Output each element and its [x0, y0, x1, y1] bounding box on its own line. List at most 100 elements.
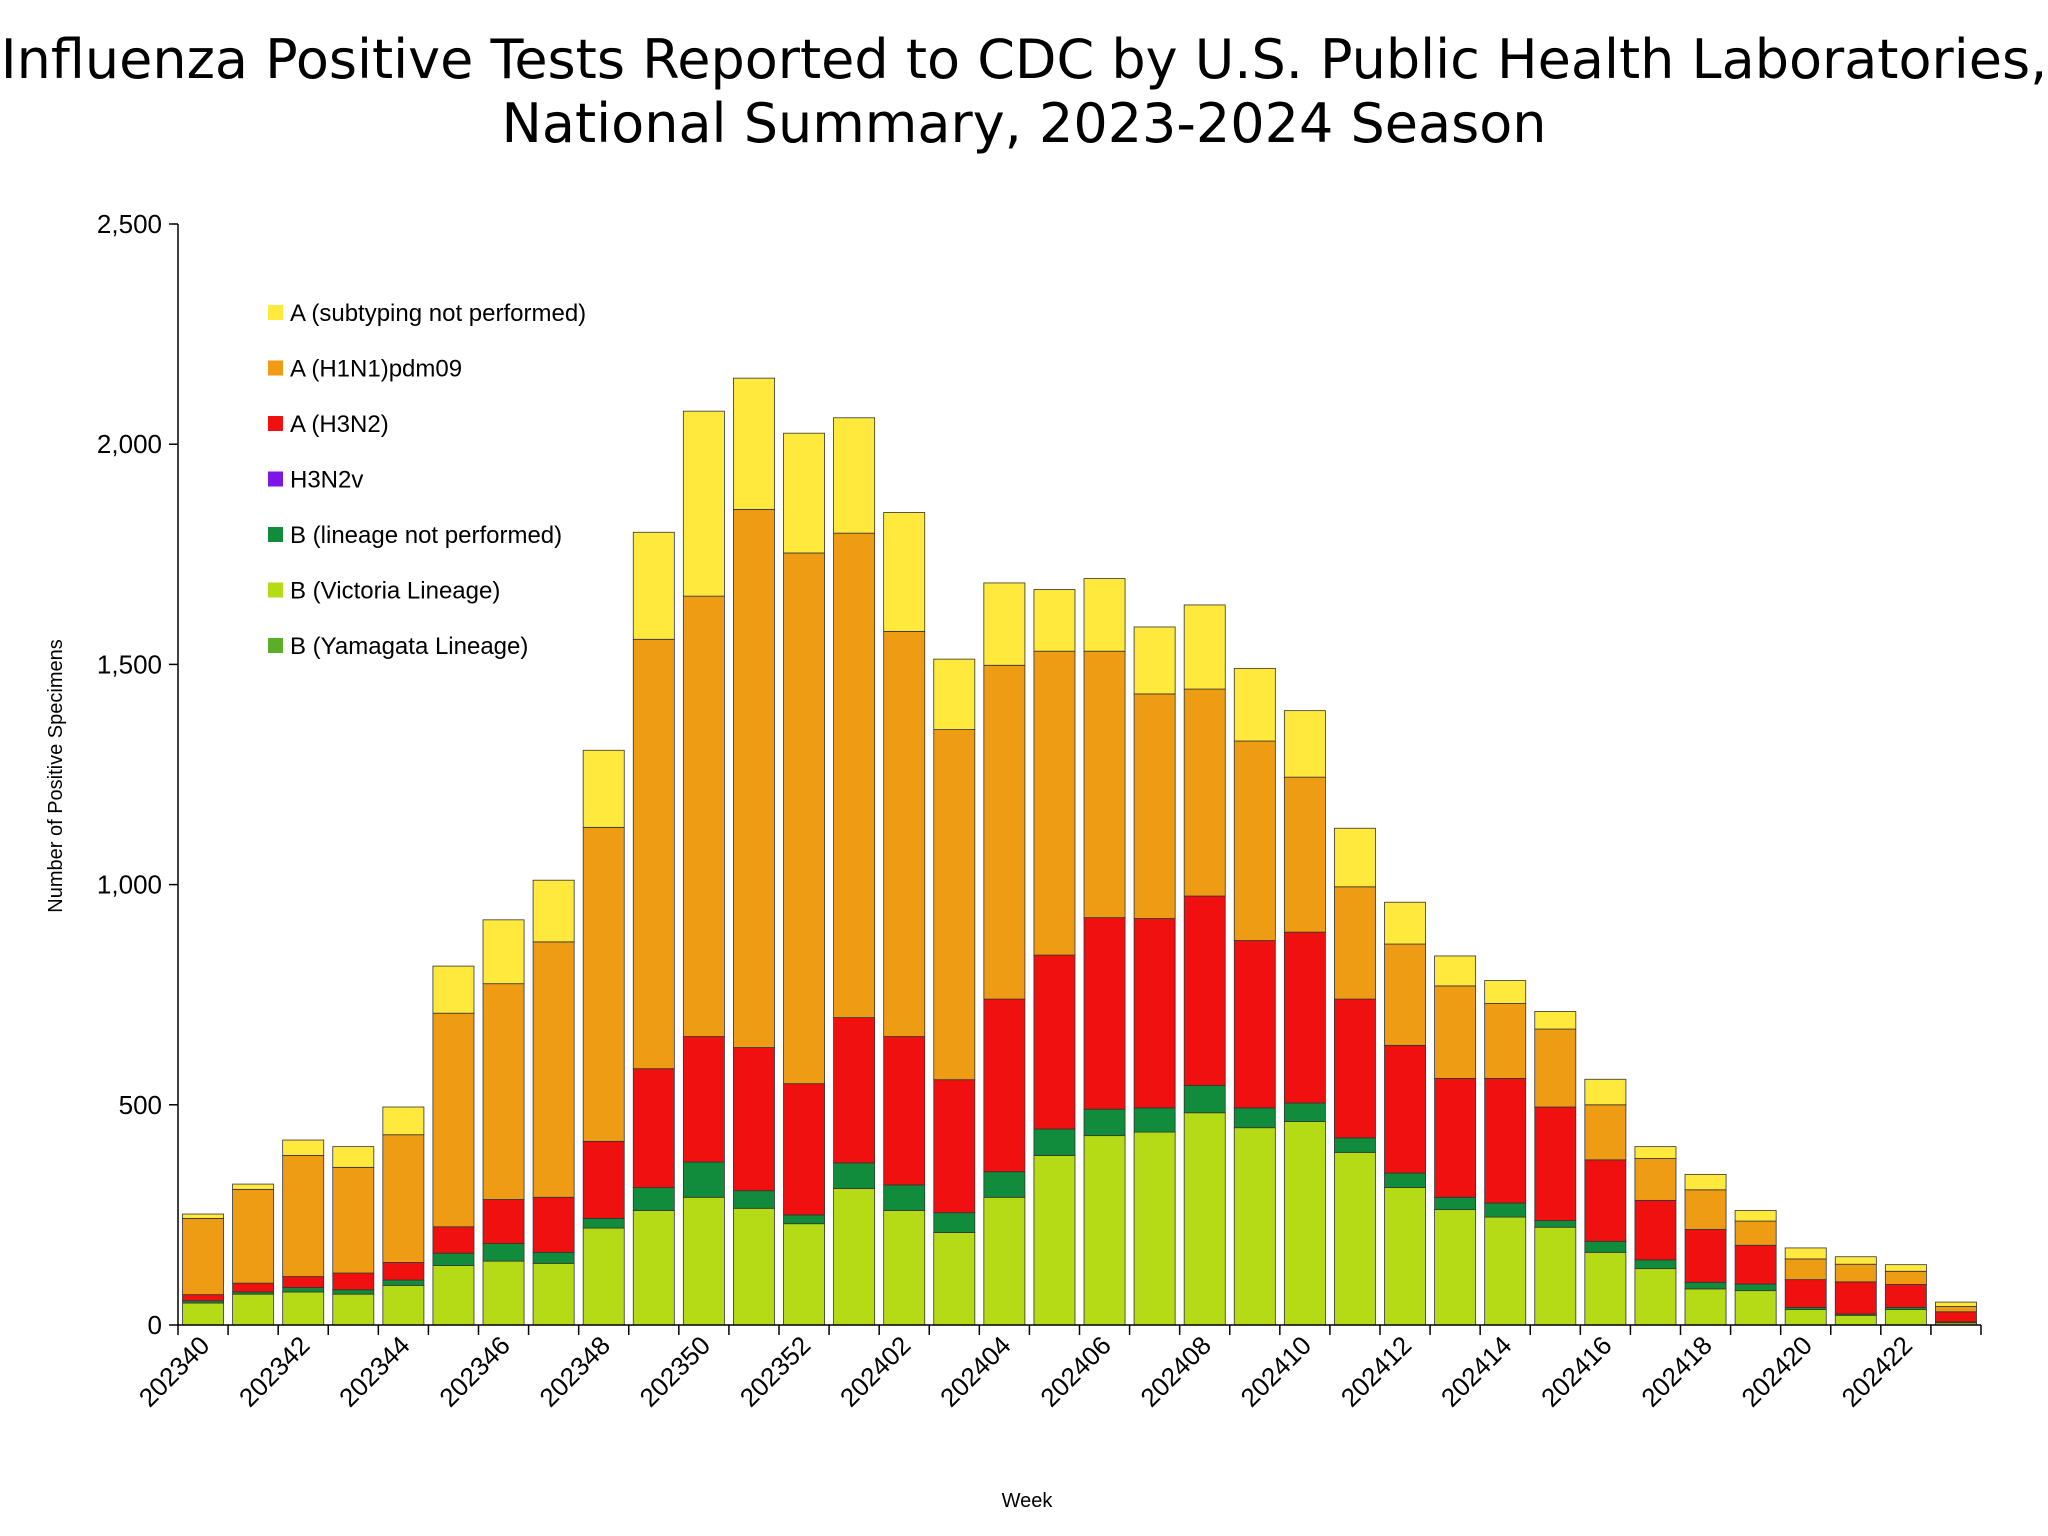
bar-202340-series-4	[182, 1294, 224, 1302]
bar-202347-series-5	[532, 941, 575, 1198]
bar-202346-series-6	[482, 919, 525, 985]
legend-swatch	[268, 471, 283, 487]
bar-202350-series-1	[682, 1196, 725, 1326]
bar-202408-series-5	[1183, 688, 1226, 897]
bar-202410-series-6	[1283, 710, 1326, 778]
bar-202415-series-1	[1534, 1226, 1577, 1326]
legend-label: H3N2v	[290, 467, 363, 494]
bar-202411-series-2	[1334, 1137, 1376, 1153]
bar-202418-series-1	[1684, 1288, 1727, 1326]
bar-202417-series-1	[1634, 1268, 1677, 1326]
bar-202405-series-6	[1033, 589, 1076, 652]
bar-202418-series-2	[1684, 1281, 1727, 1290]
bar-202406-series-6	[1083, 578, 1126, 652]
bar-202351-series-6	[733, 377, 775, 510]
bar-202348-series-4	[582, 1140, 625, 1219]
bar-202417-series-2	[1634, 1259, 1677, 1270]
bar-202411-series-1	[1334, 1151, 1376, 1326]
bar-202416-series-5	[1584, 1104, 1627, 1161]
bar-202344-series-1	[382, 1284, 425, 1326]
bar-202416-series-4	[1584, 1159, 1627, 1242]
bar-202423-series-5	[1935, 1306, 1977, 1313]
bar-202352-series-2	[783, 1214, 825, 1225]
bar-202342-series-4	[282, 1276, 325, 1288]
bar-202409-series-2	[1233, 1107, 1276, 1129]
x-tick-label: 202422	[1836, 1330, 1919, 1413]
bar-202413-series-2	[1434, 1196, 1477, 1211]
bar-202416-series-1	[1584, 1251, 1627, 1326]
legend-swatch	[268, 360, 283, 376]
bar-202412-series-6	[1384, 901, 1426, 945]
bar-202402-series-2	[883, 1184, 926, 1211]
bar-202402-series-1	[883, 1210, 926, 1326]
bars	[182, 377, 1977, 1326]
bar-202414-series-2	[1484, 1202, 1527, 1218]
bar-202422-series-6	[1884, 1264, 1927, 1272]
legend-swatch	[268, 527, 283, 542]
bar-202405-series-1	[1033, 1155, 1076, 1326]
bar-202350-series-4	[682, 1036, 725, 1163]
bar-202413-series-1	[1434, 1209, 1477, 1326]
legend-swatch	[268, 305, 283, 320]
bar-202348-series-1	[582, 1227, 625, 1326]
bar-202415-series-4	[1534, 1106, 1577, 1222]
bar-202413-series-6	[1434, 955, 1477, 987]
bar-202411-series-6	[1334, 827, 1376, 888]
bar-202412-series-2	[1384, 1172, 1426, 1188]
bar-202421-series-6	[1834, 1256, 1877, 1265]
bar-202405-series-2	[1033, 1128, 1076, 1156]
bar-202408-series-4	[1183, 895, 1226, 1086]
bar-202406-series-2	[1083, 1108, 1126, 1137]
bar-202348-series-2	[582, 1218, 625, 1229]
chart-title-line-1: Influenza Positive Tests Reported to CDC…	[1, 28, 2048, 91]
bar-202418-series-5	[1684, 1189, 1727, 1230]
bar-202350-series-5	[682, 595, 725, 1037]
bar-202340-series-6	[182, 1213, 224, 1219]
bar-202423-series-4	[1935, 1311, 1977, 1323]
bar-202404-series-2	[983, 1171, 1026, 1198]
bar-202408-series-2	[1183, 1085, 1226, 1114]
bar-202352-series-4	[783, 1083, 825, 1216]
bar-202343-series-1	[332, 1293, 375, 1326]
bar-202344-series-4	[382, 1262, 425, 1281]
bar-202343-series-2	[332, 1289, 375, 1295]
x-tick-label: 202402	[834, 1330, 917, 1413]
bar-202406-series-1	[1083, 1135, 1126, 1326]
bar-202414-series-5	[1484, 1003, 1527, 1079]
bar-202351-series-4	[733, 1047, 775, 1192]
y-axis-label: Number of Positive Specimens	[45, 639, 67, 912]
bar-202341-series-6	[232, 1183, 275, 1190]
bar-202340-series-5	[182, 1218, 224, 1296]
bar-202404-series-4	[983, 998, 1026, 1173]
x-tick-label: 202416	[1535, 1330, 1618, 1413]
bar-202402-series-5	[883, 630, 926, 1037]
bar-202352-series-1	[783, 1223, 825, 1326]
x-tick-label: 202412	[1335, 1330, 1418, 1413]
bar-202407-series-2	[1133, 1107, 1176, 1133]
x-tick-label: 202352	[734, 1330, 817, 1413]
bar-202418-series-4	[1684, 1229, 1727, 1283]
bar-202406-series-5	[1083, 650, 1126, 919]
bar-202407-series-4	[1133, 918, 1176, 1109]
bar-202419-series-1	[1734, 1290, 1777, 1326]
bar-202350-series-2	[682, 1161, 725, 1198]
bar-202411-series-5	[1334, 886, 1376, 1000]
chart-title-line-2: National Summary, 2023-2024 Season	[502, 92, 1547, 155]
bar-202419-series-4	[1734, 1244, 1777, 1285]
bar-202412-series-4	[1384, 1044, 1426, 1174]
x-tick-label: 202418	[1635, 1330, 1718, 1413]
bar-202415-series-5	[1534, 1028, 1577, 1108]
bar-202345-series-1	[432, 1265, 475, 1326]
x-tick-label: 202344	[333, 1330, 416, 1413]
x-tick-label: 202414	[1435, 1330, 1518, 1413]
bar-202340-series-1	[182, 1302, 224, 1326]
bar-202352-series-6	[783, 432, 825, 554]
bar-202407-series-6	[1133, 626, 1176, 695]
bar-202420-series-5	[1784, 1258, 1827, 1281]
bar-202343-series-5	[332, 1166, 375, 1274]
bar-202401-series-6	[833, 417, 876, 534]
bar-202347-series-6	[532, 879, 575, 943]
bar-202408-series-1	[1183, 1112, 1226, 1326]
bar-202414-series-4	[1484, 1077, 1527, 1204]
bar-202420-series-4	[1784, 1279, 1827, 1308]
